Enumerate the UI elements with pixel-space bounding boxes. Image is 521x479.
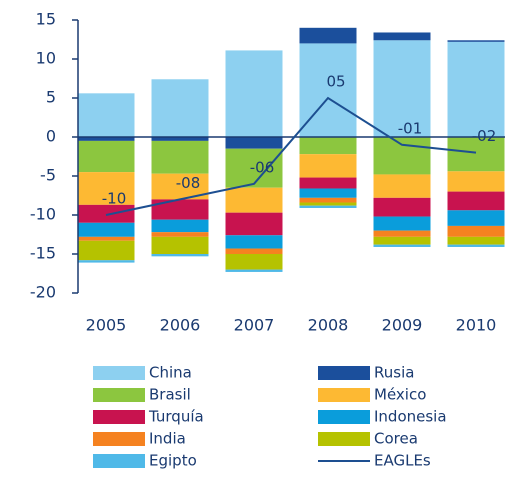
bar-segment bbox=[225, 187, 283, 213]
legend-label: India bbox=[149, 430, 186, 448]
data-label: -08 bbox=[176, 174, 201, 192]
y-tick-label: 5 bbox=[46, 88, 56, 107]
bar-segment bbox=[77, 222, 135, 237]
bar-segment bbox=[77, 140, 135, 173]
bar-segment bbox=[77, 204, 135, 223]
legend-swatch bbox=[93, 432, 145, 446]
y-tick-label: -15 bbox=[30, 244, 56, 263]
bar-segment bbox=[151, 137, 209, 141]
bar-segment bbox=[447, 236, 505, 245]
bar-segment bbox=[225, 50, 283, 137]
bar-segment bbox=[447, 41, 505, 138]
bar-segment bbox=[373, 230, 431, 237]
bar-segment bbox=[447, 191, 505, 211]
y-tick-label: 15 bbox=[36, 10, 56, 29]
data-label: -10 bbox=[102, 190, 127, 208]
bar-segment bbox=[225, 248, 283, 254]
x-tick-label: 2006 bbox=[160, 316, 201, 335]
bar-segment bbox=[151, 140, 209, 174]
legend-label: Rusia bbox=[374, 364, 414, 382]
bar-segment bbox=[299, 197, 357, 203]
bar-segment bbox=[77, 260, 135, 263]
data-label: -02 bbox=[472, 127, 497, 145]
x-tick-label: 2007 bbox=[234, 316, 275, 335]
legend-swatch bbox=[93, 454, 145, 468]
bar-segment bbox=[225, 212, 283, 236]
bar-segment bbox=[151, 219, 209, 233]
bar-segment bbox=[447, 210, 505, 226]
bar-segment bbox=[299, 202, 357, 206]
bar-segment bbox=[373, 216, 431, 231]
x-tick-label: 2009 bbox=[382, 316, 423, 335]
legend-label: EAGLEs bbox=[374, 452, 431, 470]
bar-segment bbox=[373, 32, 431, 41]
bar-segment bbox=[77, 93, 135, 137]
bar-segment bbox=[373, 244, 431, 247]
bar-segment bbox=[299, 188, 357, 198]
bar-segment bbox=[151, 254, 209, 257]
bar-segment bbox=[299, 154, 357, 178]
legend-label: Turquía bbox=[148, 408, 204, 426]
x-tick-label: 2010 bbox=[456, 316, 497, 335]
legend-swatch bbox=[93, 366, 145, 380]
line bbox=[105, 96, 477, 216]
bar-segment bbox=[151, 199, 209, 220]
legend-label: China bbox=[149, 364, 192, 382]
y-tick-label: 10 bbox=[36, 49, 56, 68]
bar-segment bbox=[299, 137, 357, 155]
legend-swatch bbox=[318, 432, 370, 446]
legend-swatch bbox=[93, 388, 145, 402]
legend-swatch bbox=[93, 410, 145, 424]
bar-segment bbox=[299, 27, 357, 44]
data-label: -01 bbox=[398, 119, 423, 137]
bar-segment bbox=[447, 225, 505, 237]
legend-label: Brasil bbox=[149, 386, 191, 404]
legend-swatch bbox=[318, 366, 370, 380]
bar-segment bbox=[225, 148, 283, 188]
legend-label: Egipto bbox=[149, 452, 197, 470]
bar-segment bbox=[151, 236, 209, 254]
bar-segment bbox=[447, 40, 505, 42]
data-label: 05 bbox=[326, 73, 345, 91]
bar-segment bbox=[373, 174, 431, 198]
bar-segment bbox=[225, 254, 283, 270]
bar-segment bbox=[373, 40, 431, 137]
y-tick-label: -20 bbox=[30, 283, 56, 302]
y-tick-label: -10 bbox=[30, 205, 56, 224]
bar-segment bbox=[77, 172, 135, 205]
bar-segment bbox=[225, 235, 283, 249]
bar-segment bbox=[151, 232, 209, 237]
bar-segment bbox=[373, 137, 431, 175]
y-tick-label: 0 bbox=[46, 127, 56, 146]
legend-label: Indonesia bbox=[374, 408, 447, 426]
x-tick-label: 2005 bbox=[86, 316, 127, 335]
legend-label: Corea bbox=[374, 430, 418, 448]
legend-swatch bbox=[318, 410, 370, 424]
bar-segment bbox=[151, 79, 209, 137]
bar-segment bbox=[447, 244, 505, 247]
bar-segment bbox=[447, 171, 505, 192]
legend-swatch bbox=[318, 388, 370, 402]
x-tick-label: 2008 bbox=[308, 316, 349, 335]
bar-segment bbox=[373, 236, 431, 245]
bar-segment bbox=[447, 137, 505, 172]
bar-segment bbox=[77, 137, 135, 141]
bar-segment bbox=[299, 177, 357, 189]
y-tick-label: -5 bbox=[40, 166, 56, 185]
bar-segment bbox=[225, 137, 283, 149]
bar-segment bbox=[373, 197, 431, 217]
bar-segment bbox=[225, 269, 283, 272]
bar-segment bbox=[77, 240, 135, 261]
legend-label: México bbox=[374, 386, 426, 404]
bar-segment bbox=[299, 205, 357, 208]
data-label: -06 bbox=[250, 158, 275, 176]
bar-segment bbox=[77, 236, 135, 241]
